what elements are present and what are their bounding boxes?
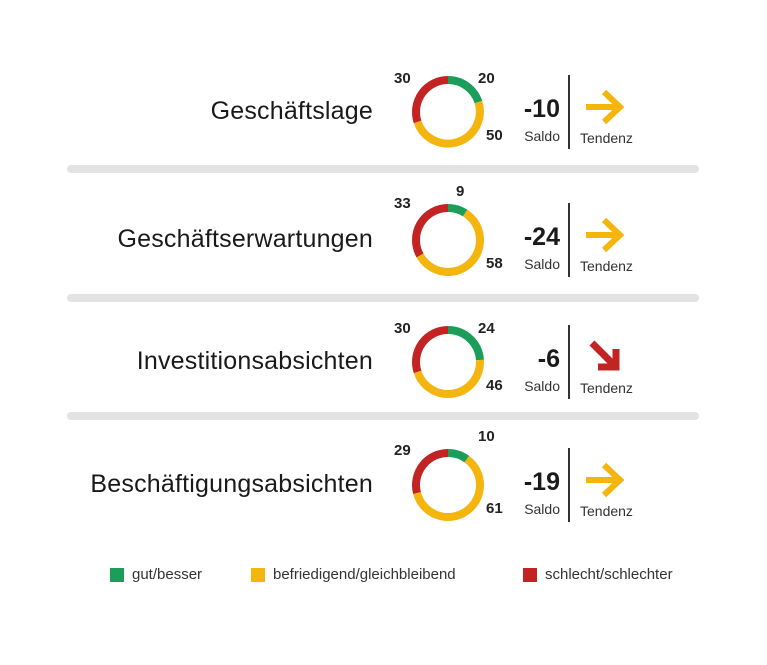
- right-arrow-icon: [586, 89, 625, 125]
- donut-segment-schlecht: [412, 76, 449, 124]
- donut-segment-gut: [447, 449, 470, 463]
- value-befriedigend: 58: [486, 255, 503, 272]
- saldo-label: Saldo: [524, 378, 560, 394]
- donut-segment-befriedigend: [413, 359, 484, 398]
- row-label: Geschäftslage: [210, 97, 373, 125]
- donut-segment-schlecht: [412, 326, 449, 374]
- donut-segment-befriedigend: [413, 455, 484, 521]
- row-label: Geschäftserwartungen: [117, 225, 373, 253]
- legend-item-befriedigend: befriedigend/gleichbleibend: [251, 566, 456, 583]
- divider-line: [568, 75, 570, 149]
- indicator-row: Investitionsabsichten 24 30 46 -6 Saldo Tenden…: [0, 305, 767, 425]
- value-gut: 20: [478, 70, 495, 87]
- saldo-value: -6: [537, 345, 560, 373]
- legend-label-befriedigend: befriedigend/gleichbleibend: [273, 566, 456, 583]
- divider-line: [568, 203, 570, 277]
- right-arrow-icon: [586, 217, 625, 253]
- value-gut: 9: [456, 183, 465, 200]
- saldo-label: Saldo: [524, 501, 560, 517]
- donut-segment-gut: [447, 326, 484, 361]
- row-label: Beschäftigungsabsichten: [90, 470, 373, 498]
- row-separator: [67, 412, 699, 420]
- down-right-arrow-icon: [589, 340, 620, 371]
- donut-chart: [412, 449, 484, 521]
- donut-segment-gut: [447, 204, 468, 217]
- value-befriedigend: 46: [486, 377, 503, 394]
- tendenz-label: Tendenz: [580, 380, 633, 396]
- donut-segment-befriedigend: [413, 100, 484, 148]
- donut-segment-schlecht: [412, 449, 449, 494]
- legend-label-gut: gut/besser: [132, 566, 203, 583]
- donut-segment-gut: [447, 76, 483, 104]
- legend-label-schlecht: schlecht/schlechter: [545, 566, 673, 583]
- legend-swatch-gut: [110, 567, 124, 582]
- row-label: Investitionsabsichten: [136, 347, 373, 375]
- donut-chart: [412, 76, 484, 148]
- saldo-label: Saldo: [524, 128, 560, 144]
- donut-chart: [412, 326, 484, 398]
- legend-item-schlecht: schlecht/schlechter: [523, 566, 673, 583]
- saldo-value: -19: [523, 468, 560, 496]
- value-befriedigend: 50: [486, 127, 503, 144]
- value-schlecht: 33: [394, 195, 411, 212]
- row-separator: [67, 294, 699, 302]
- legend-swatch-schlecht: [523, 567, 537, 582]
- divider-line: [568, 448, 570, 522]
- saldo-value: -10: [523, 95, 560, 123]
- divider-line: [568, 325, 570, 399]
- tendenz-label: Tendenz: [580, 258, 633, 274]
- value-befriedigend: 61: [486, 500, 503, 517]
- row-separator: [67, 165, 699, 173]
- donut-segment-schlecht: [412, 204, 449, 258]
- value-schlecht: 30: [394, 320, 411, 337]
- value-schlecht: 29: [394, 442, 411, 459]
- saldo-value: -24: [523, 223, 560, 251]
- indicator-row: Geschäftserwartungen 9 33 58 -24 Saldo Tendenz: [0, 183, 767, 303]
- legend: gut/besser befriedigend/gleichbleibend s…: [0, 566, 767, 586]
- value-gut: 10: [478, 428, 495, 445]
- saldo-label: Saldo: [524, 256, 560, 272]
- value-gut: 24: [478, 320, 495, 337]
- donut-chart: [412, 204, 484, 276]
- indicator-row: Geschäftslage 20 30 50 -10 Saldo Tendenz: [0, 55, 767, 175]
- donut-segment-befriedigend: [416, 209, 484, 276]
- indicator-row: Beschäftigungsabsichten 10 29 61 -19 Saldo Ten…: [0, 428, 767, 548]
- tendenz-label: Tendenz: [580, 130, 633, 146]
- right-arrow-icon: [586, 462, 625, 498]
- tendenz-label: Tendenz: [580, 503, 633, 519]
- legend-item-gut: gut/besser: [110, 566, 202, 583]
- legend-swatch-befriedigend: [251, 567, 265, 582]
- value-schlecht: 30: [394, 70, 411, 87]
